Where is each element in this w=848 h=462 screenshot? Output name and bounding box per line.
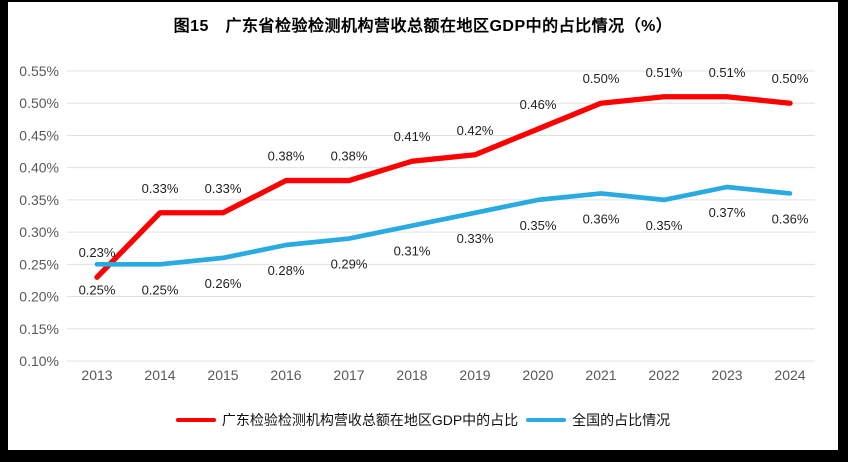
data-label-guangdong: 0.51% — [646, 65, 683, 80]
x-tick-label: 2013 — [81, 367, 112, 383]
legend-item-guangdong: 广东检验检测机构营收总额在地区GDP中的占比 — [175, 410, 519, 430]
data-label-guangdong: 0.41% — [394, 129, 431, 144]
data-label-national: 0.26% — [205, 276, 242, 291]
data-label-national: 0.35% — [520, 218, 557, 233]
legend-blue-line-swatch — [526, 418, 567, 422]
x-tick-label: 2015 — [207, 367, 238, 383]
y-tick-label: 0.30% — [19, 224, 59, 240]
x-tick-label: 2020 — [522, 367, 553, 383]
y-tick-label: 0.25% — [19, 256, 59, 272]
line-chart-plot: 0.55% 0.50% 0.45% 0.40% 0.35% 0.30% 0.25% 0.20%… — [19, 63, 815, 383]
x-tick-label: 2016 — [270, 367, 301, 383]
data-label-guangdong: 0.50% — [583, 71, 620, 86]
data-label-national: 0.33% — [457, 231, 494, 246]
data-label-guangdong: 0.33% — [205, 181, 242, 196]
y-tick-label: 0.45% — [19, 127, 59, 143]
data-label-guangdong: 0.42% — [457, 123, 494, 138]
data-label-guangdong: 0.46% — [520, 97, 557, 112]
legend-label-national: 全国的占比情况 — [572, 412, 671, 428]
x-tick-label: 2017 — [333, 367, 364, 383]
data-label-guangdong: 0.23% — [79, 245, 116, 260]
data-label-guangdong: 0.50% — [772, 71, 809, 86]
x-tick-label: 2021 — [585, 367, 616, 383]
data-label-national: 0.37% — [709, 205, 746, 220]
x-tick-label: 2019 — [459, 367, 490, 383]
data-label-national: 0.36% — [583, 211, 620, 226]
data-label-national: 0.29% — [331, 257, 368, 272]
x-tick-label: 2023 — [711, 367, 742, 383]
chart-legend: 广东检验检测机构营收总额在地区GDP中的占比 全国的占比情况 — [8, 410, 838, 430]
legend-red-line-swatch — [175, 418, 216, 422]
chart-title: 图15 广东省检验检测机构营收总额在地区GDP中的占比情况（%） — [173, 18, 673, 35]
y-tick-label: 0.50% — [19, 95, 59, 111]
x-tick-label: 2024 — [774, 367, 805, 383]
legend-label-guangdong: 广东检验检测机构营收总额在地区GDP中的占比 — [221, 412, 519, 428]
data-label-guangdong: 0.33% — [142, 181, 179, 196]
data-label-national: 0.25% — [79, 282, 116, 297]
data-label-guangdong: 0.38% — [268, 149, 305, 164]
series-line-guangdong — [94, 94, 793, 280]
y-tick-label: 0.35% — [19, 192, 59, 208]
legend-item-national: 全国的占比情况 — [526, 410, 670, 430]
data-label-national: 0.25% — [142, 282, 179, 297]
y-tick-label: 0.15% — [19, 321, 59, 337]
y-tick-label: 0.55% — [19, 63, 59, 79]
x-tick-label: 2018 — [396, 367, 427, 383]
y-tick-label: 0.10% — [19, 353, 59, 369]
y-tick-label: 0.20% — [19, 289, 59, 305]
data-label-national: 0.28% — [268, 263, 305, 278]
series-line-national — [94, 184, 793, 267]
x-tick-label: 2022 — [648, 367, 679, 383]
data-label-national: 0.35% — [646, 218, 683, 233]
data-label-guangdong: 0.38% — [331, 149, 368, 164]
y-tick-label: 0.40% — [19, 160, 59, 176]
data-label-national: 0.31% — [394, 244, 431, 259]
data-label-national: 0.36% — [772, 211, 809, 226]
x-tick-label: 2014 — [144, 367, 175, 383]
data-label-guangdong: 0.51% — [709, 65, 746, 80]
